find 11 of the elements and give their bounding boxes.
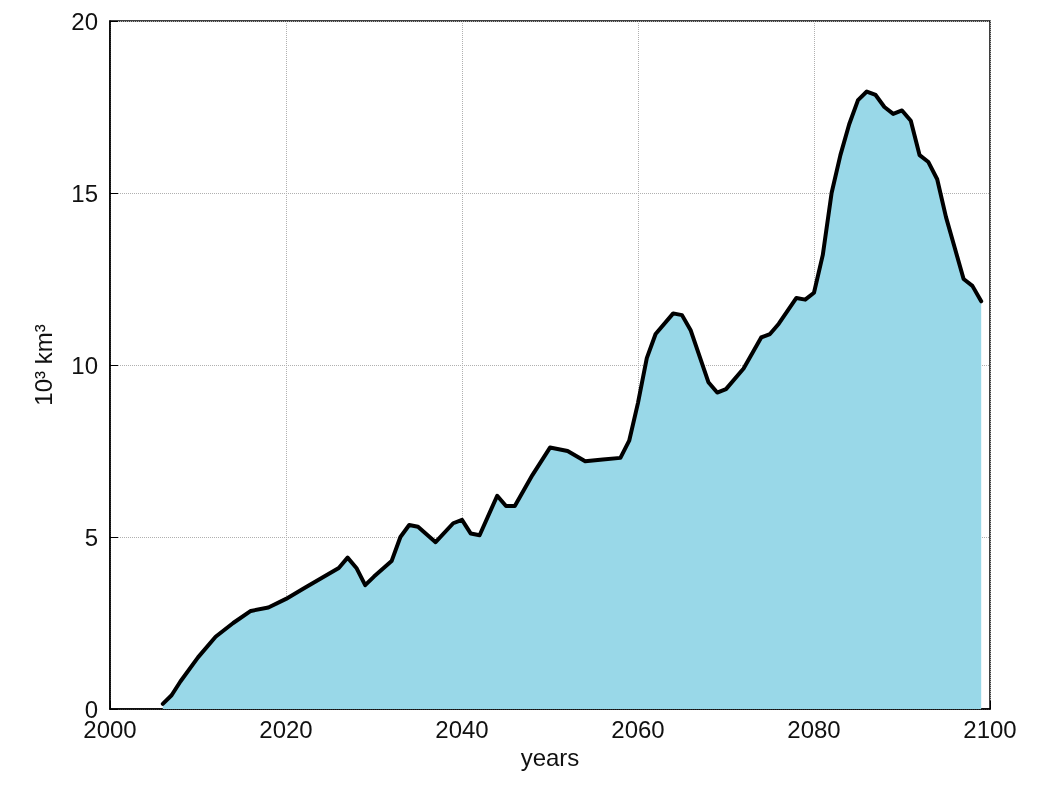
x-tick-label: 2100 <box>963 715 1017 743</box>
y-tick-label: 15 <box>71 179 98 207</box>
x-tick-label: 2080 <box>787 715 841 743</box>
x-tick-label: 2040 <box>435 715 489 743</box>
y-axis-title: 10³ km³ <box>29 324 57 406</box>
x-tick-label: 2020 <box>259 715 313 743</box>
y-tick-label: 5 <box>84 523 98 551</box>
x-tick-label: 2060 <box>611 715 665 743</box>
x-axis-title: years <box>520 744 580 772</box>
y-tick-label: 20 <box>71 7 98 35</box>
y-tick-label: 10 <box>71 351 98 379</box>
